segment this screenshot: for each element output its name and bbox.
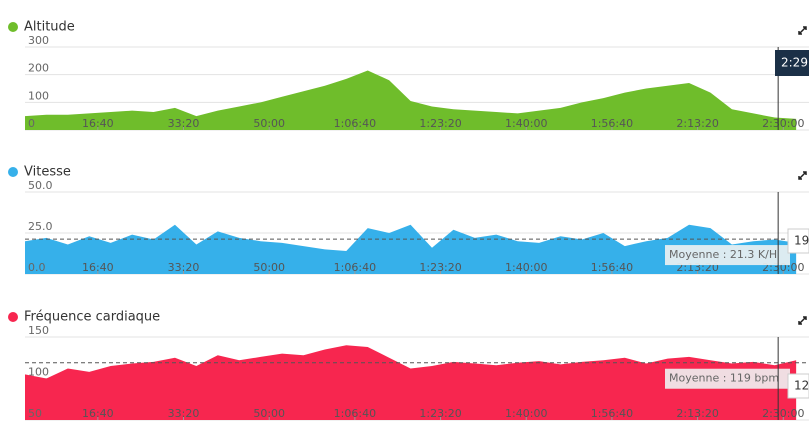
y-tick-label: 300 [28,34,49,47]
expand-icon[interactable] [798,26,807,325]
y-tick-label: 50.0 [28,179,53,192]
area [25,345,797,420]
x-tick-label: 2:13:20 [676,117,718,130]
cursor-label: 2:29 [781,56,808,70]
average-box [665,368,790,389]
x-tick-label: 16:40 [82,261,114,274]
cursor-label: 12 [794,379,809,393]
cursor-label: 19 [794,234,809,248]
x-tick-label: 1:06:40 [334,117,376,130]
chart-title: Fréquence cardiaque [24,310,160,325]
x-tick-label: 1:56:40 [591,117,633,130]
cursor-box [787,228,809,254]
y-tick-label: 25.0 [28,220,53,233]
x-tick-label: 2:30:00 [762,407,804,420]
x-tick-label: 33:20 [168,407,200,420]
y-tick-label: 50 [28,407,42,420]
y-tick-label: 0.0 [28,261,46,274]
legend-dot [8,167,18,177]
area [25,70,797,130]
x-tick-label: 2:30:00 [762,117,804,130]
x-tick-label: 1:23:20 [419,261,461,274]
x-tick-label: 1:40:00 [505,407,547,420]
chart-panel: Vitesse 0.0 25.0 50.0 16:40 33:20 50:00 1:06:40… [8,165,809,275]
area [25,224,797,274]
x-tick-label: 33:20 [168,261,200,274]
x-tick-label: 1:06:40 [334,407,376,420]
chart-title: Vitesse [24,165,71,180]
x-tick-label: 50:00 [253,117,285,130]
chart-panel: Altitude 0 100 200 300 16:40 33:20 50:00 1:06:40… [8,20,809,131]
x-tick-label: 50:00 [253,407,285,420]
chart-title: Altitude [24,20,75,35]
legend-dot [8,312,18,322]
x-tick-label: 16:40 [82,117,114,130]
x-tick-label: 1:56:40 [591,407,633,420]
y-tick-label: 150 [28,324,49,337]
x-tick-label: 1:56:40 [591,261,633,274]
cursor-box [787,373,809,399]
average-label: Moyenne : 21.3 K/H [669,248,777,261]
x-tick-label: 1:23:20 [419,117,461,130]
x-tick-label: 33:20 [168,117,200,130]
y-tick-label: 0 [28,117,35,130]
x-tick-label: 2:13:20 [676,407,718,420]
x-tick-label: 1:40:00 [505,261,547,274]
x-tick-label: 1:23:20 [419,407,461,420]
y-tick-label: 100 [28,89,49,102]
x-tick-label: 50:00 [253,261,285,274]
x-tick-label: 1:40:00 [505,117,547,130]
y-tick-label: 100 [28,366,49,379]
cursor-box [775,50,809,76]
legend-dot [8,22,18,32]
y-tick-label: 200 [28,62,49,75]
chart-panel: Fréquence cardiaque 50 100 150 16:40 33:20 50:… [8,310,809,421]
average-box [665,245,790,266]
average-label: Moyenne : 119 bpm [669,372,779,385]
x-tick-label: 16:40 [82,407,114,420]
x-tick-label: 1:06:40 [334,261,376,274]
